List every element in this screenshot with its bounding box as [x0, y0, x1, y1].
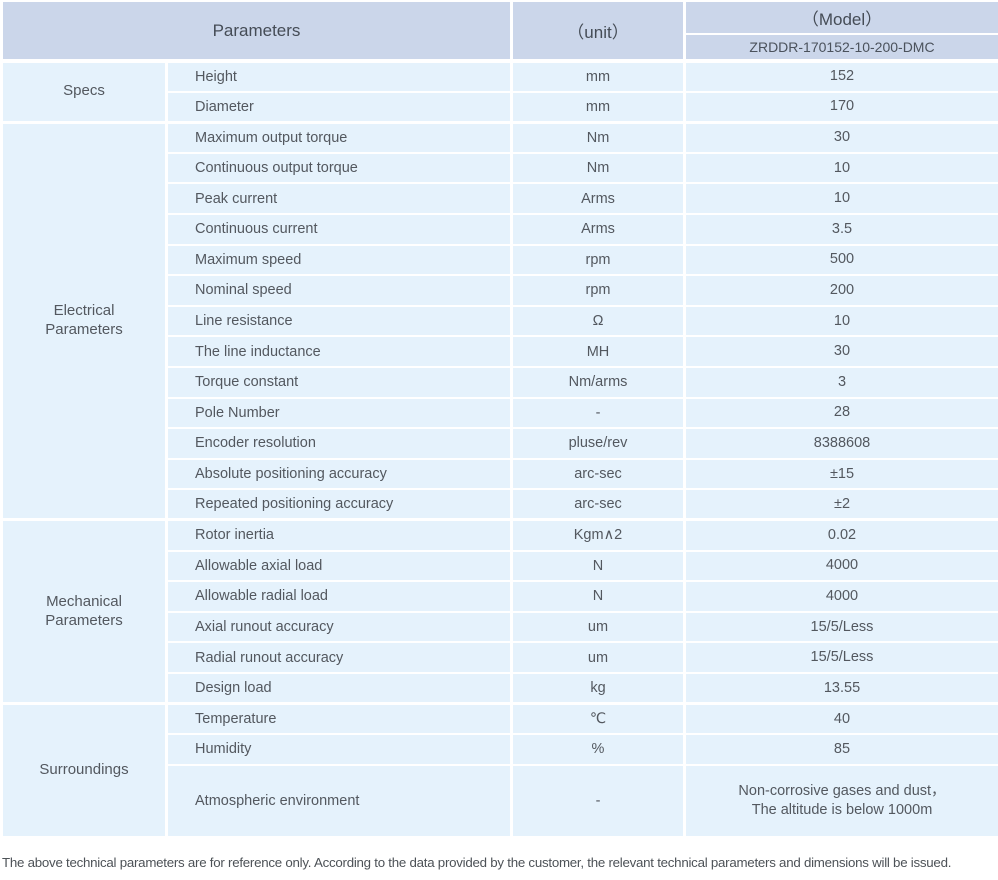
- param-name-cell: Humidity: [165, 733, 513, 766]
- unit-cell: Ω: [510, 304, 686, 338]
- param-name-cell: Maximum output torque: [165, 120, 513, 154]
- param-name-cell: Repeated positioning accuracy: [165, 488, 513, 521]
- footnote-text: The above technical parameters are for r…: [2, 854, 952, 870]
- value-cell: 3: [683, 365, 998, 399]
- unit-cell: -: [510, 763, 686, 838]
- param-name-cell: The line inductance: [165, 335, 513, 368]
- spec-table: Parameters （unit） （Model） ZRDDR-170152-1…: [0, 0, 998, 838]
- unit-cell: mm: [510, 59, 686, 93]
- unit-cell: um: [510, 610, 686, 644]
- unit-cell: arc-sec: [510, 488, 686, 521]
- value-cell: 10: [683, 182, 998, 215]
- param-name-cell: Temperature: [165, 701, 513, 736]
- unit-cell: um: [510, 641, 686, 674]
- param-name-cell: Absolute positioning accuracy: [165, 457, 513, 491]
- param-name-cell: Pole Number: [165, 396, 513, 430]
- unit-cell: ℃: [510, 701, 686, 736]
- param-name-cell: Line resistance: [165, 304, 513, 338]
- value-cell: 13.55: [683, 671, 998, 705]
- value-cell: Non-corrosive gases and dust， The altitu…: [683, 763, 998, 838]
- param-name-cell: Height: [165, 59, 513, 93]
- unit-cell: N: [510, 580, 686, 613]
- unit-cell: Arms: [510, 212, 686, 246]
- param-name-cell: Atmospheric environment: [165, 763, 513, 838]
- param-name-cell: Peak current: [165, 182, 513, 215]
- header-parameters: Parameters: [0, 0, 513, 62]
- header-model-name: ZRDDR-170152-10-200-DMC: [683, 33, 998, 62]
- unit-cell: Kgm∧2: [510, 518, 686, 552]
- value-cell: 30: [683, 335, 998, 368]
- value-cell: 15/5/Less: [683, 610, 998, 644]
- value-cell: 170: [683, 90, 998, 124]
- unit-cell: mm: [510, 90, 686, 124]
- value-cell: 10: [683, 304, 998, 338]
- section-label-surroundings: Surroundings: [0, 701, 168, 838]
- param-name-cell: Encoder resolution: [165, 427, 513, 460]
- value-cell: 4000: [683, 580, 998, 613]
- param-name-cell: Design load: [165, 671, 513, 705]
- value-cell: 10: [683, 151, 998, 185]
- value-cell: 500: [683, 243, 998, 277]
- value-cell: ±2: [683, 488, 998, 521]
- unit-cell: -: [510, 396, 686, 430]
- unit-cell: rpm: [510, 243, 686, 277]
- value-cell: 200: [683, 274, 998, 307]
- param-name-cell: Continuous current: [165, 212, 513, 246]
- unit-cell: Nm: [510, 151, 686, 185]
- value-cell: 40: [683, 701, 998, 736]
- param-name-cell: Rotor inertia: [165, 518, 513, 552]
- param-name-cell: Continuous output torque: [165, 151, 513, 185]
- param-name-cell: Axial runout accuracy: [165, 610, 513, 644]
- unit-cell: pluse/rev: [510, 427, 686, 460]
- value-cell: 3.5: [683, 212, 998, 246]
- value-cell: 4000: [683, 549, 998, 583]
- param-name-cell: Allowable axial load: [165, 549, 513, 583]
- param-name-cell: Allowable radial load: [165, 580, 513, 613]
- unit-cell: Arms: [510, 182, 686, 215]
- value-cell: ±15: [683, 457, 998, 491]
- value-cell: 0.02: [683, 518, 998, 552]
- unit-cell: kg: [510, 671, 686, 705]
- section-label-specs: Specs: [0, 58, 168, 124]
- unit-cell: Nm/arms: [510, 365, 686, 399]
- value-cell: 8388608: [683, 427, 998, 460]
- unit-cell: %: [510, 733, 686, 766]
- value-cell: 30: [683, 120, 998, 154]
- param-name-cell: Maximum speed: [165, 243, 513, 277]
- unit-cell: N: [510, 549, 686, 583]
- section-label-mechanical: Mechanical Parameters: [0, 518, 168, 705]
- header-model: （Model）: [683, 0, 998, 35]
- section-label-electrical: Electrical Parameters: [0, 120, 168, 521]
- param-name-cell: Nominal speed: [165, 274, 513, 307]
- value-cell: 28: [683, 396, 998, 430]
- value-cell: 85: [683, 733, 998, 766]
- unit-cell: MH: [510, 335, 686, 368]
- header-unit: （unit）: [510, 0, 686, 62]
- param-name-cell: Radial runout accuracy: [165, 641, 513, 674]
- value-cell: 152: [683, 59, 998, 93]
- value-cell: 15/5/Less: [683, 641, 998, 674]
- param-name-cell: Diameter: [165, 90, 513, 124]
- unit-cell: rpm: [510, 274, 686, 307]
- unit-cell: Nm: [510, 120, 686, 154]
- param-name-cell: Torque constant: [165, 365, 513, 399]
- unit-cell: arc-sec: [510, 457, 686, 491]
